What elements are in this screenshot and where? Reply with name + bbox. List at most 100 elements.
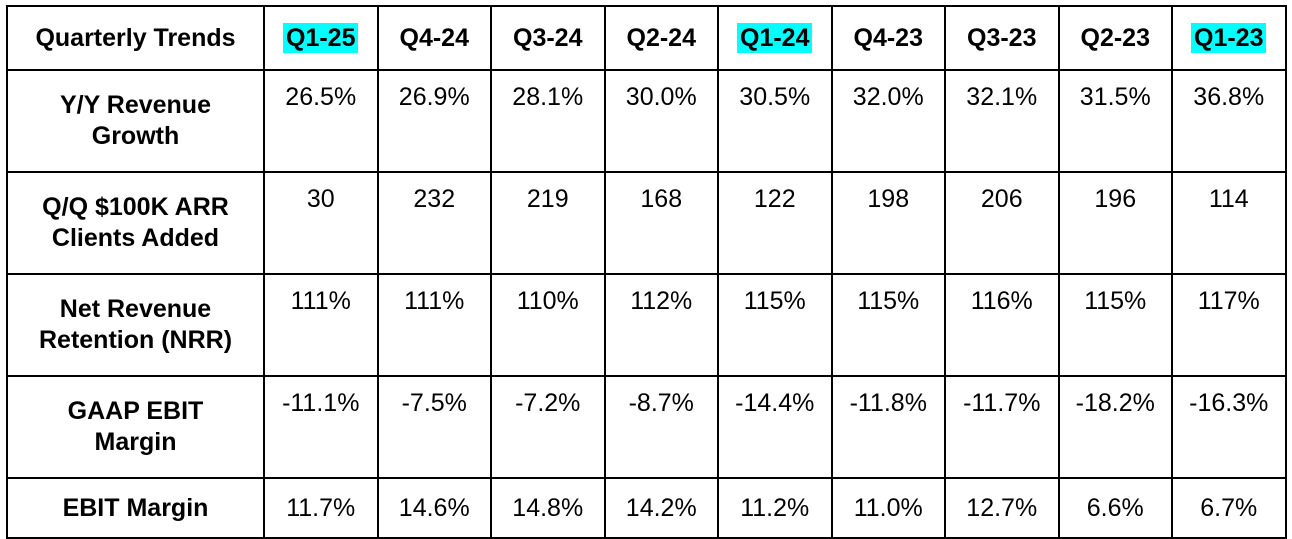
cell-value: 28.1% [512,83,584,111]
row-label-line: Net Revenue [59,295,212,323]
table-row: Q/Q $100K ARR Clients Added 30 232 219 168 122… [6,171,1287,275]
cell-value: 111% [404,287,465,315]
cell-value: 30.5% [739,83,811,111]
cell-value: 117% [1197,287,1260,315]
table-cell: 6.7% [1171,477,1287,539]
table-cell: -16.3% [1171,375,1287,479]
cell-value: -7.2% [515,389,581,417]
cell-value: 115% [743,287,806,315]
cell-value: -11.1% [282,389,360,417]
quarter-header: Q4-24 [376,5,492,71]
row-label-line: GAAP EBIT [67,397,204,425]
cell-value: 11.7% [286,493,356,522]
highlighted-quarter-label: Q1-23 [1191,22,1267,53]
table-cell: 30.0% [603,69,719,173]
cell-value: -16.3% [1189,389,1269,417]
table-cell: 206 [944,171,1060,275]
cell-value: 232 [413,185,456,213]
table-cell: 168 [603,171,719,275]
quarter-header: Q2-23 [1057,5,1173,71]
cell-value: 14.2% [625,493,697,522]
cell-value: -7.5% [401,389,467,417]
row-label: EBIT Margin [6,477,265,539]
cell-value: 111% [290,287,351,315]
highlighted-quarter-label: Q1-24 [737,22,813,53]
quarter-label: Q4-24 [399,23,469,52]
row-label-line: Margin [94,428,177,456]
quarter-label: Q3-24 [513,23,583,52]
cell-value: 11.0% [853,493,923,522]
header-row: Quarterly Trends Q1-25 Q4-24 Q3-24 Q2-24 Q1-2… [6,5,1287,71]
cell-value: 32.0% [852,83,924,111]
table-cell: 11.7% [263,477,379,539]
cell-value: 196 [1094,185,1137,213]
quarter-header: Q1-25 [263,5,379,71]
table-cell: 14.6% [376,477,492,539]
table-cell: 219 [490,171,606,275]
cell-value: 26.5% [285,83,357,111]
table-cell: 116% [944,273,1060,377]
cell-value: 30 [306,185,335,213]
row-label-line: Y/Y Revenue [59,91,211,119]
table-cell: 26.9% [376,69,492,173]
quarter-label: Q4-23 [853,23,923,52]
table-cell: 112% [603,273,719,377]
table-cell: 111% [263,273,379,377]
cell-value: -18.2% [1075,389,1155,417]
table-cell: 11.0% [830,477,946,539]
quarter-label: Q2-24 [626,23,696,52]
row-label: Q/Q $100K ARR Clients Added [6,171,265,275]
table-row: GAAP EBIT Margin -11.1% -7.5% -7.2% -8.7% -14.… [6,375,1287,479]
quarter-label: Q2-23 [1080,23,1150,52]
row-label-line: Clients Added [51,224,220,252]
cell-value: -11.8% [849,389,927,417]
table-cell: 32.1% [944,69,1060,173]
cell-value: 115% [857,287,920,315]
table-cell: 26.5% [263,69,379,173]
cell-value: 168 [640,185,683,213]
cell-value: 122 [753,185,796,213]
highlighted-quarter-label: Q1-25 [283,22,359,53]
table-cell: -14.4% [717,375,833,479]
row-label-line: EBIT Margin [62,493,209,522]
row-label-line: Q/Q $100K ARR [42,193,229,221]
quarter-label: Q3-23 [967,23,1037,52]
table-cell: 14.8% [490,477,606,539]
table-cell: 115% [830,273,946,377]
table-cell: -8.7% [603,375,719,479]
quarter-header: Q3-24 [490,5,606,71]
cell-value: -11.7% [963,389,1041,417]
quarter-header: Q2-24 [603,5,719,71]
table-row: Net Revenue Retention (NRR) 111% 111% 110% 11… [6,273,1287,377]
cell-value: 11.2% [740,493,810,522]
table-cell: 117% [1171,273,1287,377]
row-label-line: Retention (NRR) [38,326,233,354]
cell-value: 26.9% [398,83,470,111]
corner-label: Quarterly Trends [6,5,265,71]
table-cell: -18.2% [1057,375,1173,479]
row-label-line: Growth [91,122,180,150]
quarter-header: Q4-23 [830,5,946,71]
table-cell: 30.5% [717,69,833,173]
cell-value: 219 [526,185,569,213]
table-cell: 115% [717,273,833,377]
cell-value: 14.6% [398,493,470,522]
table-row: EBIT Margin 11.7% 14.6% 14.8% 14.2% 11.2% 11.0… [6,477,1287,539]
cell-value: 12.7% [966,493,1038,522]
cell-value: 31.5% [1079,83,1151,111]
cell-value: 32.1% [966,83,1038,111]
table-cell: 232 [376,171,492,275]
table-cell: 196 [1057,171,1173,275]
cell-value: 116% [970,287,1033,315]
cell-value: 110% [516,287,579,315]
row-label: Net Revenue Retention (NRR) [6,273,265,377]
cell-value: 206 [980,185,1023,213]
table-cell: 115% [1057,273,1173,377]
cell-value: 112% [630,287,693,315]
table-cell: -7.2% [490,375,606,479]
table-cell: 12.7% [944,477,1060,539]
row-label: Y/Y Revenue Growth [6,69,265,173]
quarterly-trends-container: Quarterly Trends Q1-25 Q4-24 Q3-24 Q2-24 Q1-2… [6,5,1287,539]
table-cell: 36.8% [1171,69,1287,173]
quarterly-trends-table: Quarterly Trends Q1-25 Q4-24 Q3-24 Q2-24 Q1-2… [6,5,1287,539]
